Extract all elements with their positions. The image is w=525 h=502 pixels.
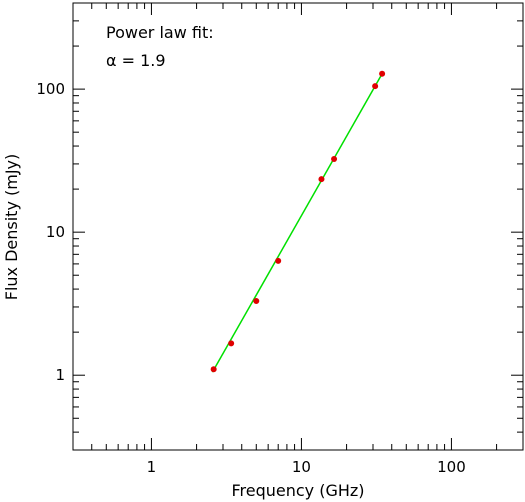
x-tick-label: 10 xyxy=(292,458,311,476)
y-tick-label: 10 xyxy=(46,223,65,241)
data-points-group xyxy=(210,70,386,373)
x-axis-title: Frequency (GHz) xyxy=(231,481,364,500)
y-tick-label: 100 xyxy=(36,80,65,98)
tick-labels: 1 10 100 1 10 100 xyxy=(36,80,465,476)
y-tick-label: 1 xyxy=(55,366,65,384)
y-axis-title: Flux Density (mJy) xyxy=(2,154,21,301)
x-tick-label: 1 xyxy=(147,458,157,476)
data-point xyxy=(210,366,217,373)
fit-line-group xyxy=(211,73,383,373)
x-tick-label: 100 xyxy=(437,458,466,476)
annotation-alpha: α = 1.9 xyxy=(106,51,166,70)
data-point xyxy=(372,83,379,90)
fit-line xyxy=(211,73,383,373)
plot-frame xyxy=(72,2,524,451)
data-point xyxy=(228,340,235,347)
data-point xyxy=(253,298,260,305)
data-point xyxy=(331,155,338,162)
data-point xyxy=(318,176,325,183)
ticks xyxy=(72,2,524,451)
data-point xyxy=(379,70,386,77)
data-point xyxy=(275,257,282,264)
annotation-fit-title: Power law fit: xyxy=(106,23,214,42)
